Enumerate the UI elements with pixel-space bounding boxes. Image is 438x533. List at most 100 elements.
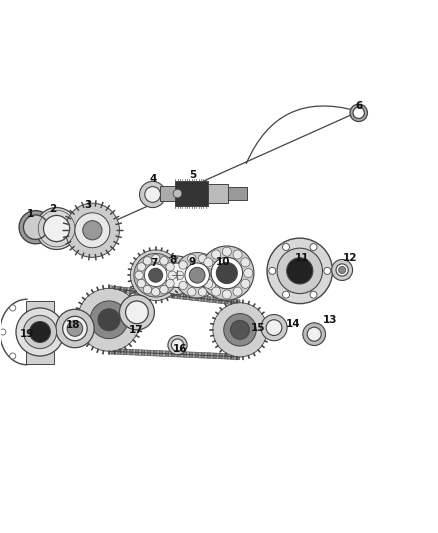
Polygon shape <box>192 295 195 301</box>
Polygon shape <box>166 351 169 357</box>
Circle shape <box>269 268 276 274</box>
Polygon shape <box>109 286 112 292</box>
Text: 7: 7 <box>150 258 157 268</box>
Text: 12: 12 <box>343 253 357 263</box>
Circle shape <box>23 215 48 239</box>
Circle shape <box>145 264 167 287</box>
Text: 13: 13 <box>323 315 338 325</box>
Circle shape <box>65 203 120 257</box>
Text: 8: 8 <box>170 255 177 265</box>
Circle shape <box>176 271 184 279</box>
Polygon shape <box>139 350 141 356</box>
Circle shape <box>241 279 250 288</box>
Circle shape <box>19 211 52 244</box>
Circle shape <box>143 257 152 265</box>
Polygon shape <box>201 296 205 302</box>
Polygon shape <box>112 349 115 354</box>
Polygon shape <box>187 352 189 358</box>
Circle shape <box>207 281 215 290</box>
Circle shape <box>187 254 196 263</box>
Polygon shape <box>216 353 219 359</box>
Polygon shape <box>198 352 201 358</box>
Circle shape <box>16 308 64 356</box>
Polygon shape <box>192 352 195 358</box>
Polygon shape <box>151 350 154 356</box>
Text: 11: 11 <box>295 253 309 263</box>
Polygon shape <box>151 290 154 296</box>
Circle shape <box>241 258 250 267</box>
Circle shape <box>204 258 213 267</box>
Polygon shape <box>148 290 151 296</box>
Polygon shape <box>133 350 136 355</box>
Polygon shape <box>186 294 190 300</box>
Circle shape <box>213 303 267 357</box>
Polygon shape <box>154 350 156 356</box>
Circle shape <box>160 285 168 294</box>
Circle shape <box>56 309 94 348</box>
Polygon shape <box>171 293 175 298</box>
Circle shape <box>207 261 215 269</box>
Circle shape <box>332 260 353 280</box>
Polygon shape <box>201 352 204 358</box>
Polygon shape <box>228 353 231 359</box>
Polygon shape <box>180 294 184 299</box>
Polygon shape <box>124 349 127 355</box>
Polygon shape <box>234 300 237 305</box>
Text: 17: 17 <box>129 325 143 335</box>
Circle shape <box>303 323 325 345</box>
Polygon shape <box>127 349 130 355</box>
Circle shape <box>198 254 207 263</box>
Bar <box>228 188 247 200</box>
Polygon shape <box>183 294 187 300</box>
Polygon shape <box>115 286 118 292</box>
Circle shape <box>230 320 249 340</box>
Polygon shape <box>145 289 148 295</box>
Bar <box>25 349 54 364</box>
Polygon shape <box>204 353 207 358</box>
Circle shape <box>267 238 332 304</box>
Polygon shape <box>234 354 237 359</box>
Polygon shape <box>118 349 121 354</box>
Polygon shape <box>156 291 160 297</box>
Circle shape <box>137 263 145 271</box>
Circle shape <box>179 281 187 290</box>
Circle shape <box>277 248 322 294</box>
Polygon shape <box>109 349 112 354</box>
Circle shape <box>211 257 243 289</box>
Circle shape <box>324 268 331 274</box>
Circle shape <box>336 264 348 276</box>
Polygon shape <box>195 352 198 358</box>
Polygon shape <box>231 299 234 305</box>
Circle shape <box>43 215 70 241</box>
Polygon shape <box>213 297 216 303</box>
Circle shape <box>75 213 110 248</box>
Circle shape <box>212 287 221 296</box>
Circle shape <box>204 279 213 288</box>
Polygon shape <box>141 289 145 295</box>
Polygon shape <box>133 288 136 294</box>
Circle shape <box>261 314 287 341</box>
Circle shape <box>67 321 83 336</box>
Text: 4: 4 <box>150 174 157 184</box>
Polygon shape <box>174 293 177 298</box>
Polygon shape <box>121 349 124 354</box>
Bar <box>175 181 208 206</box>
Polygon shape <box>136 288 139 294</box>
Circle shape <box>171 339 184 351</box>
Circle shape <box>179 261 187 269</box>
Text: 18: 18 <box>66 320 80 330</box>
Circle shape <box>173 189 182 198</box>
Polygon shape <box>138 289 142 295</box>
Circle shape <box>166 263 174 271</box>
Polygon shape <box>177 351 180 357</box>
Circle shape <box>174 253 220 298</box>
Text: 9: 9 <box>188 257 195 267</box>
Circle shape <box>283 291 290 298</box>
Circle shape <box>78 288 141 351</box>
Circle shape <box>201 269 210 278</box>
Polygon shape <box>204 296 207 302</box>
Circle shape <box>137 279 145 288</box>
Polygon shape <box>222 298 225 304</box>
Polygon shape <box>174 351 177 357</box>
Text: 5: 5 <box>189 170 196 180</box>
